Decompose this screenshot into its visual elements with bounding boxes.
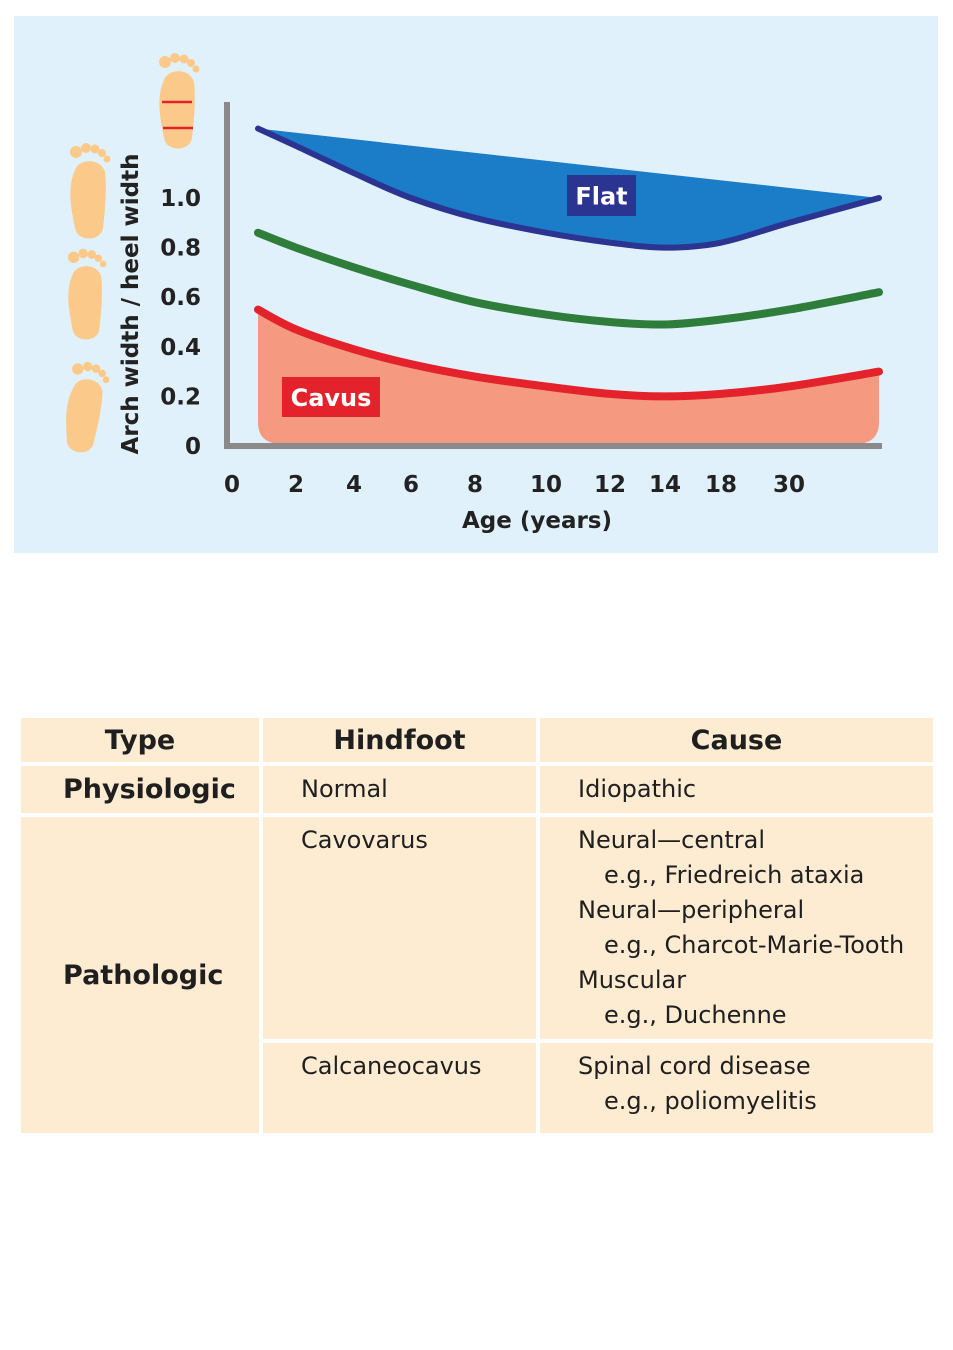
y-tick-label: 0.8 <box>160 236 201 262</box>
toe <box>170 53 180 63</box>
foot-sole <box>68 266 102 340</box>
arch-index-chart: 0 2 4 6 8 10 12 14 18 30 0 0.2 0.4 0.6 0.8 1.0 Age (year… <box>66 53 883 534</box>
foot-print-icon <box>67 248 107 340</box>
cavus-region <box>258 309 879 444</box>
toe <box>99 260 107 268</box>
cavus-label: Cavus <box>291 384 372 412</box>
type-pathologic: Pathologic <box>17 813 263 1137</box>
y-tick-label: 0 <box>185 434 201 460</box>
toe <box>72 363 84 375</box>
foot-sole <box>159 71 195 149</box>
cause-main: Spinal cord disease <box>578 1052 811 1080</box>
toe <box>98 149 106 157</box>
table-header-row: Type Hindfoot Cause <box>17 714 937 766</box>
toe <box>179 54 189 64</box>
hindfoot-normal: Normal <box>259 762 540 817</box>
x-tick-label: 8 <box>467 472 483 498</box>
y-tick-label: 0.6 <box>160 285 201 311</box>
toe <box>67 251 80 263</box>
x-tick-label: 12 <box>594 472 626 498</box>
toe <box>91 364 101 373</box>
toe <box>98 369 106 378</box>
foot-print-icon <box>159 53 200 149</box>
cavus-label-box <box>282 377 380 417</box>
x-tick-label: 30 <box>773 472 805 498</box>
foot-sole <box>70 161 106 239</box>
toe <box>83 361 93 372</box>
hindfoot-calcaneocavus: Calcaneocavus <box>259 1039 540 1137</box>
y-tick-label: 0.2 <box>160 384 201 410</box>
x-tick-label: 6 <box>403 472 419 498</box>
cause-main: Neural—central <box>578 826 765 854</box>
cause-main: Muscular <box>578 966 687 994</box>
header-hindfoot: Hindfoot <box>259 714 540 766</box>
x-tick-label: 14 <box>649 472 681 498</box>
toe <box>90 144 100 154</box>
x-tick-label: 10 <box>530 472 562 498</box>
toe <box>192 65 200 73</box>
toe <box>94 254 103 263</box>
foot-print-icon <box>70 143 111 239</box>
y-axis-title: Arch width / heel width <box>118 154 144 455</box>
table-row-calcaneocavus: Calcaneocavus Spinal cord disease e.g., … <box>19 1039 937 1137</box>
foot-type-table: Type Hindfoot Cause Physiologic Normal I… <box>17 714 937 1137</box>
lower-boundary-line <box>254 305 883 401</box>
foot-sole <box>66 379 103 453</box>
foot-print-icon <box>66 361 110 453</box>
toe <box>81 143 91 153</box>
chart-panel: 0 2 4 6 8 10 12 14 18 30 0 0.2 0.4 0.6 0.8 1.0 Age (year… <box>14 16 938 553</box>
toe <box>102 376 110 384</box>
x-tick-label: 4 <box>346 472 362 498</box>
table-row-physiologic: Physiologic Normal Idiopathic <box>17 762 937 817</box>
toe <box>103 155 111 163</box>
hindfoot-cavovarus: Cavovarus <box>259 813 540 1043</box>
table-row-cavovarus: Pathologic Cavovarus Neural—central e.g.… <box>17 813 937 1137</box>
toe <box>159 56 171 68</box>
x-tick-label: 2 <box>288 472 304 498</box>
cause-example: e.g., Duchenne <box>604 1001 787 1029</box>
header-type: Type <box>17 714 263 766</box>
y-tick-label: 1.0 <box>160 186 201 212</box>
x-axis-title: Age (years) <box>462 508 612 534</box>
cause-main: Neural—peripheral <box>578 896 805 924</box>
cause-example: e.g., Charcot-Marie-Tooth <box>604 931 905 959</box>
cause-example: e.g., poliomyelitis <box>604 1087 817 1115</box>
cause-example: e.g., Friedreich ataxia <box>604 861 865 889</box>
cause-idiopathic: Idiopathic <box>536 762 937 817</box>
toe <box>70 146 82 158</box>
x-tick-label: 0 <box>224 472 240 498</box>
toe <box>187 59 195 67</box>
flat-label-box <box>567 175 636 216</box>
upper-boundary-line <box>255 125 882 251</box>
y-tick-label: 0.4 <box>160 335 201 361</box>
mean-line <box>254 228 883 329</box>
cause-calcaneocavus: Spinal cord disease e.g., poliomyelitis <box>536 1039 937 1137</box>
toe <box>87 250 96 259</box>
cause-cavovarus: Neural—central e.g., Friedreich ataxia N… <box>536 813 937 1043</box>
foot-icons <box>66 53 200 453</box>
toe <box>78 248 88 259</box>
flat-label: Flat <box>575 183 627 211</box>
header-cause: Cause <box>536 714 937 766</box>
x-tick-label: 18 <box>705 472 737 498</box>
type-physiologic: Physiologic <box>17 762 263 817</box>
